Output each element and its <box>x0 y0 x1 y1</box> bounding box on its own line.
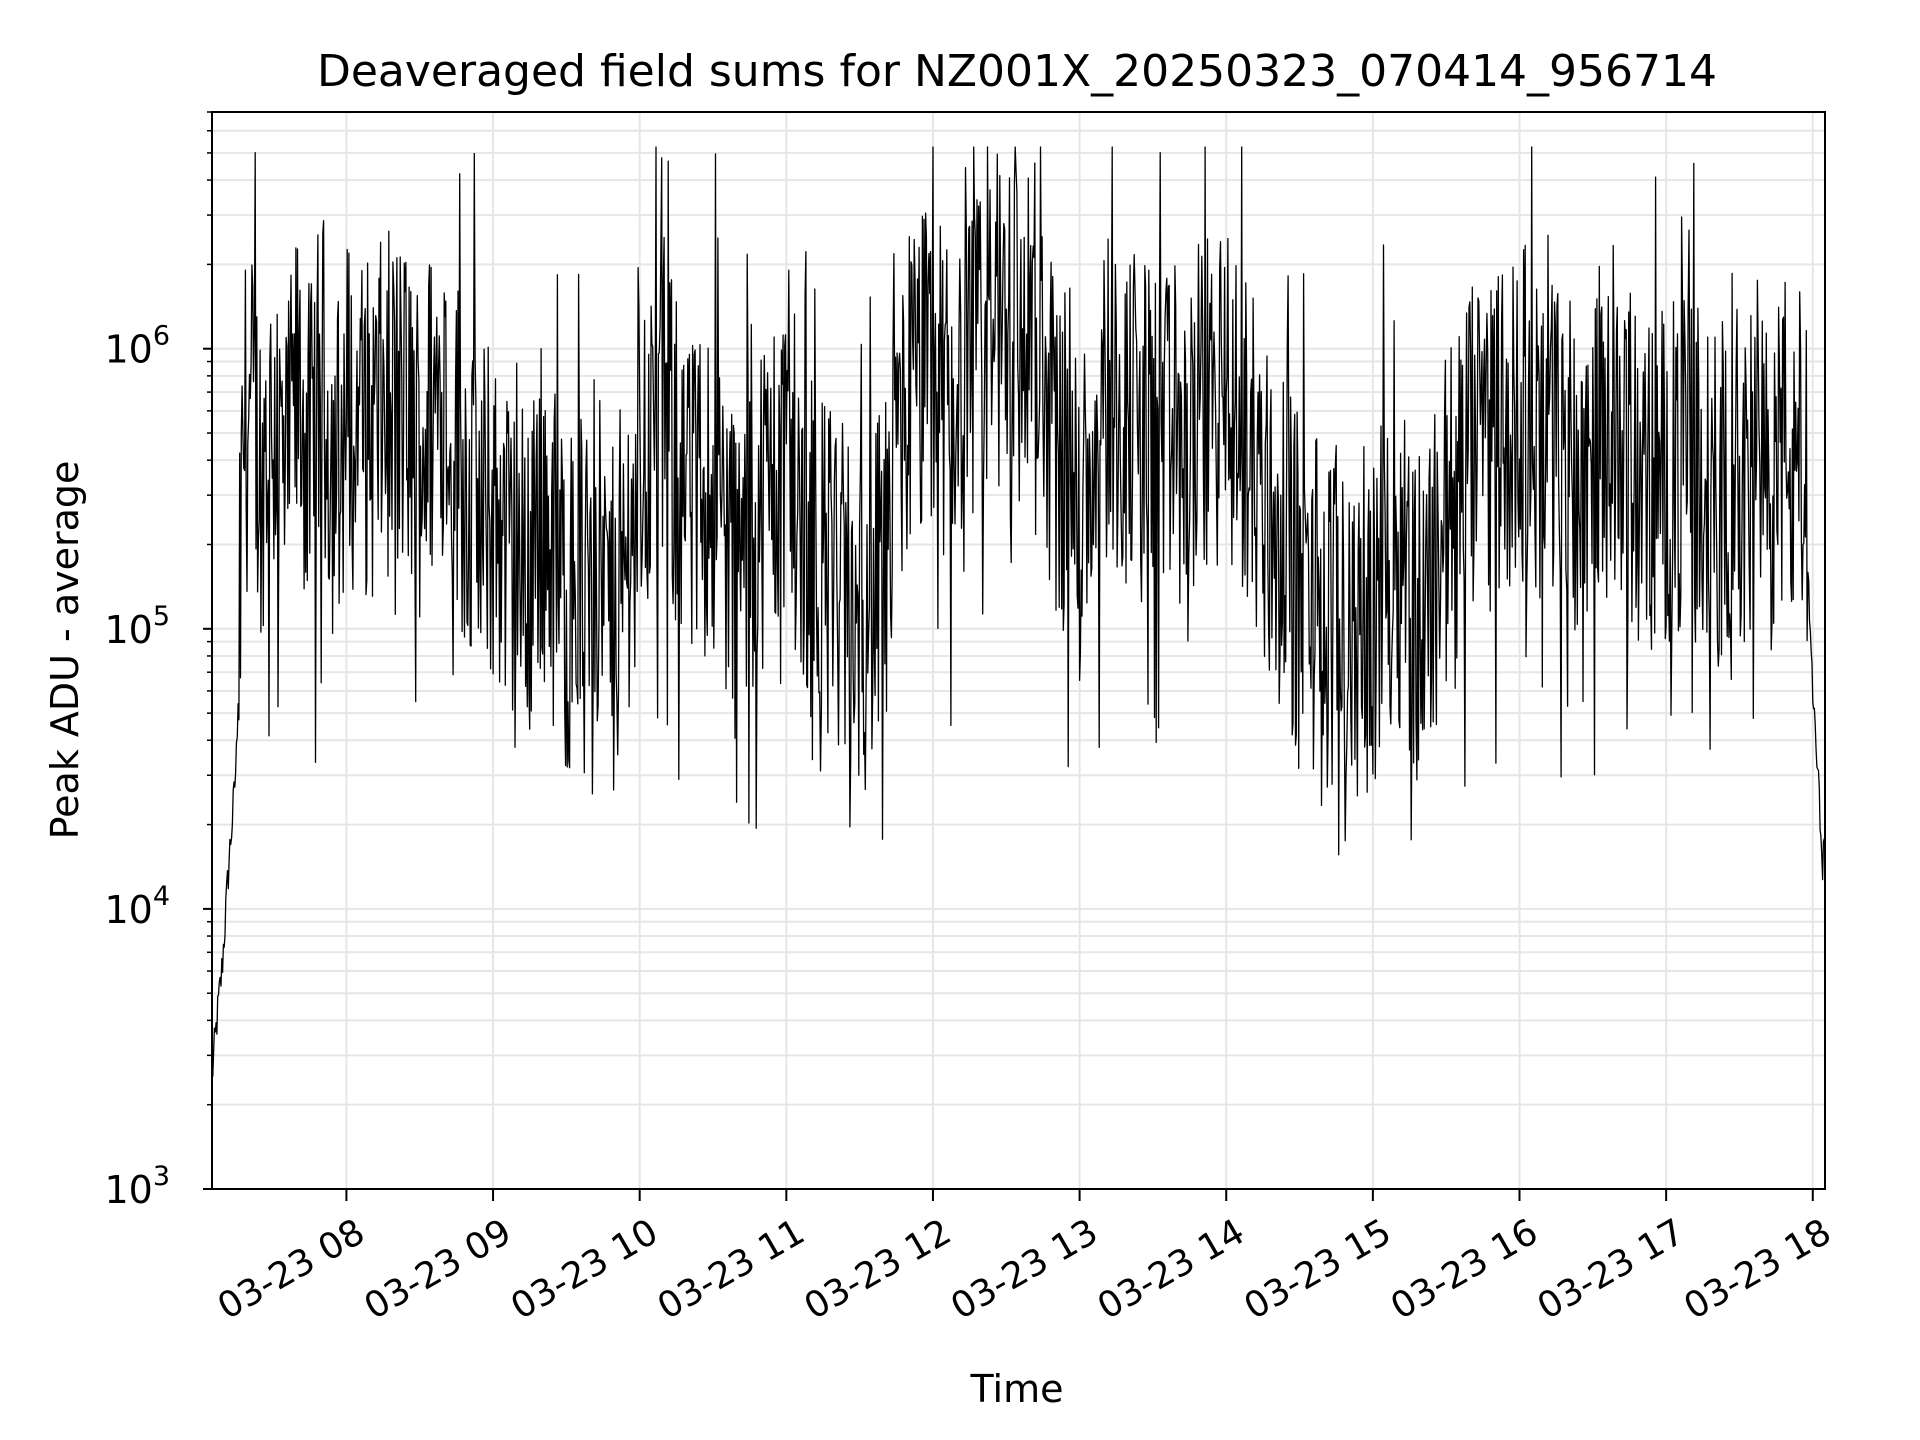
data-series-line <box>211 146 1826 1077</box>
chart-title: Deaveraged field sums for NZ001X_2025032… <box>317 46 1717 97</box>
y-tick-label: 106 <box>104 321 170 372</box>
tick-marks <box>203 111 1814 1201</box>
x-axis-label: Time <box>970 1367 1064 1411</box>
axes-frame <box>211 111 1826 1190</box>
y-tick-label: 105 <box>104 601 170 652</box>
y-tick-label: 103 <box>104 1161 170 1212</box>
plot-area <box>211 146 1826 1077</box>
y-tick-label: 104 <box>104 881 170 932</box>
y-axis-label: Peak ADU - average <box>43 461 87 840</box>
